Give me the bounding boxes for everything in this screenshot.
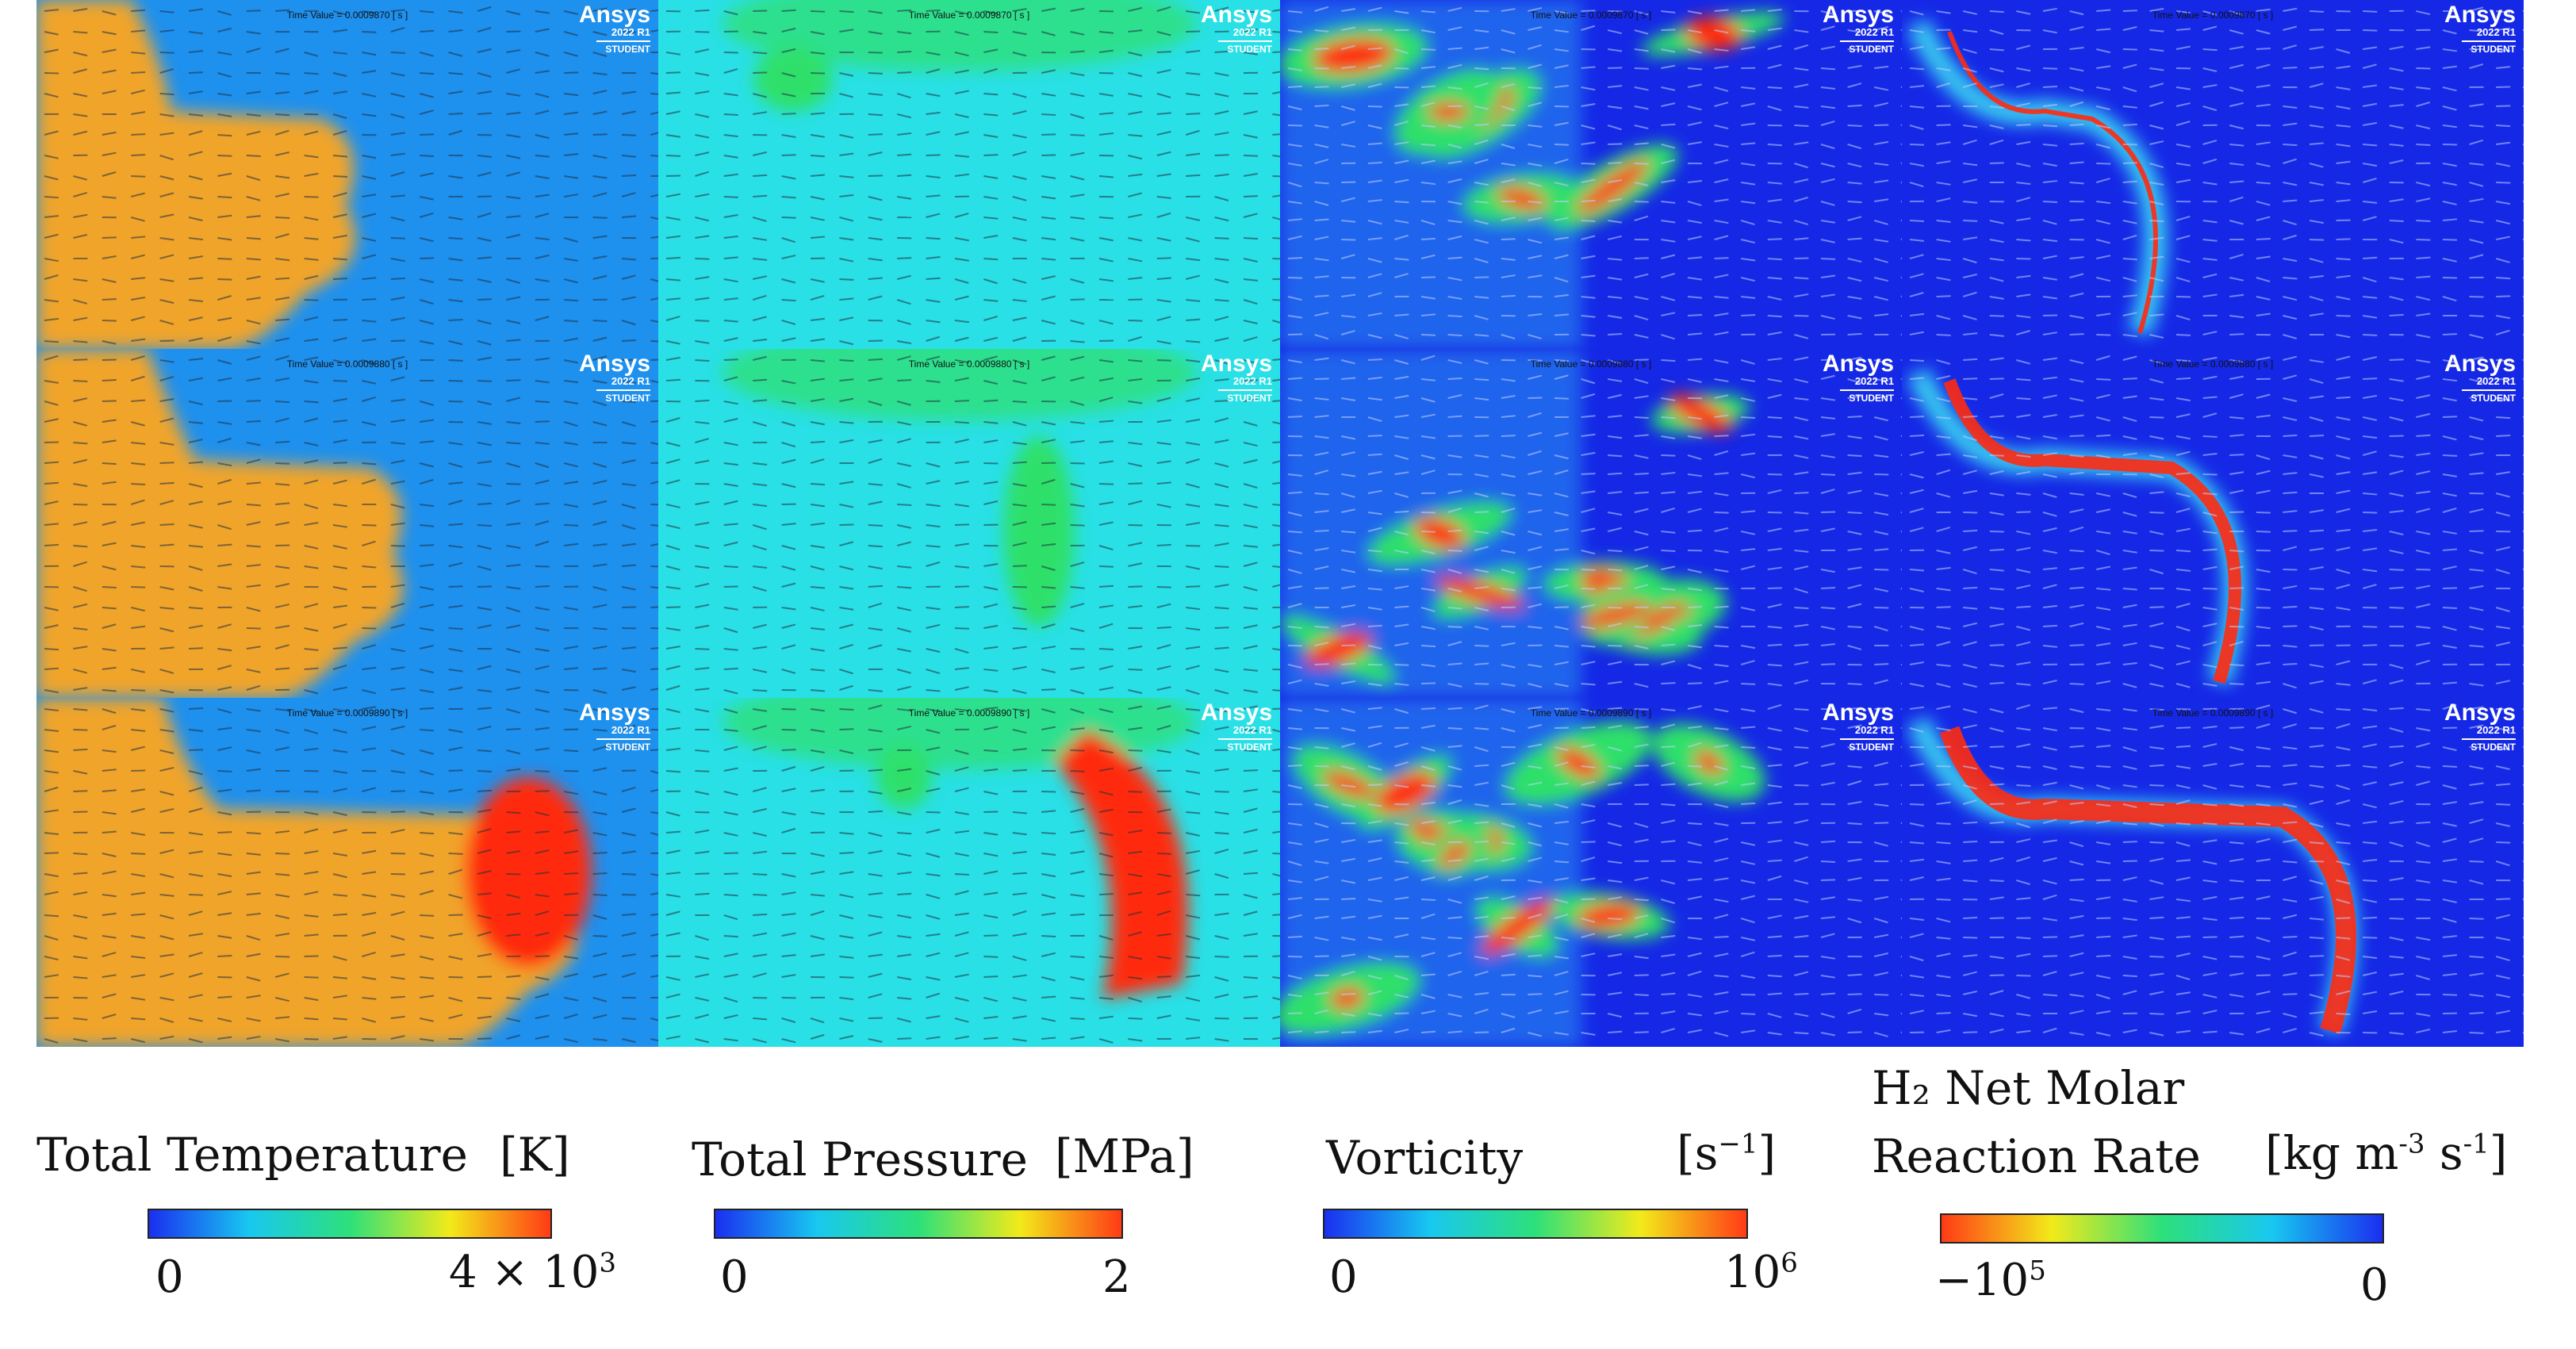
panel-total-temperature-t2: Time Value = 0.0009880 [ s ] Ansys 2022 R1…: [36, 349, 658, 698]
time-value-label: Time Value = 0.0009880 [ s ]: [1530, 358, 1652, 370]
time-value-label: Time Value = 0.0009880 [ s ]: [908, 358, 1030, 370]
colorbar-pressure: [714, 1209, 1123, 1239]
colorbar-h2-reaction-rate: [1940, 1213, 2384, 1244]
ansys-logo: Ansys 2022 R1 STUDENT: [1822, 2, 1894, 55]
panel-total-temperature-t1: Time Value = 0.0009870 [ s ] Ansys 2022 R1…: [36, 0, 658, 349]
ansys-logo: Ansys 2022 R1 STUDENT: [2444, 2, 2516, 55]
time-value-label: Time Value = 0.0009870 [ s ]: [908, 10, 1030, 21]
legend-title: Total Temperature: [36, 1128, 468, 1182]
panel-vorticity-t2: Time Value = 0.0009880 [ s ] Ansys 2022 R1…: [1280, 349, 1902, 698]
ansys-logo: Ansys 2022 R1 STUDENT: [1200, 699, 1272, 753]
panel-vorticity-t3: Time Value = 0.0009890 [ s ] Ansys 2022 R1…: [1280, 698, 1902, 1047]
ansys-logo: Ansys 2022 R1 STUDENT: [1200, 351, 1272, 404]
panel-total-pressure-t2: Time Value = 0.0009880 [ s ] Ansys 2022 R1…: [658, 349, 1280, 698]
time-value-label: Time Value = 0.0009890 [ s ]: [286, 707, 408, 719]
legend-title-line1: H₂ Net Molar: [1872, 1061, 2185, 1115]
legend-unit: [K]: [500, 1128, 570, 1182]
time-value-label: Time Value = 0.0009890 [ s ]: [1530, 707, 1652, 719]
colorbar-max-label: 0: [2360, 1259, 2389, 1311]
time-value-label: Time Value = 0.0009870 [ s ]: [1530, 10, 1652, 21]
colorbar-max-label: 106: [1724, 1247, 1798, 1298]
time-value-label: Time Value = 0.0009880 [ s ]: [286, 358, 408, 370]
time-value-label: Time Value = 0.0009890 [ s ]: [2152, 707, 2274, 719]
panel-vorticity-t1: Time Value = 0.0009870 [ s ] Ansys 2022 R1…: [1280, 0, 1902, 349]
legend-unit: [MPa]: [1055, 1129, 1194, 1183]
ansys-logo: Ansys 2022 R1 STUDENT: [2444, 351, 2516, 404]
ansys-logo: Ansys 2022 R1 STUDENT: [1200, 2, 1272, 55]
legend-unit: [s−1]: [1677, 1126, 1777, 1180]
time-value-label: Time Value = 0.0009880 [ s ]: [2152, 358, 2274, 370]
legend-unit: [kg m-3 s-1]: [2265, 1126, 2508, 1180]
colorbar-max-label: 2: [1102, 1251, 1131, 1303]
time-value-label: Time Value = 0.0009870 [ s ]: [286, 10, 408, 21]
colorbar-temperature: [148, 1209, 552, 1239]
ansys-logo: Ansys 2022 R1 STUDENT: [1822, 699, 1894, 753]
ansys-logo: Ansys 2022 R1 STUDENT: [2444, 699, 2516, 753]
colorbar-min-label: −105: [1935, 1255, 2046, 1306]
time-value-label: Time Value = 0.0009870 [ s ]: [2152, 10, 2274, 21]
simulation-panel-grid: Time Value = 0.0009870 [ s ] Ansys 2022 R1…: [36, 0, 2524, 1047]
panel-total-temperature-t3: Time Value = 0.0009890 [ s ] Ansys 2022 R1…: [36, 698, 658, 1047]
colorbar-min-label: 0: [720, 1251, 749, 1303]
legend-title-line2: Reaction Rate: [1872, 1129, 2201, 1183]
panel-h2-net-molar-reaction-rate-t3: Time Value = 0.0009890 [ s ] Ansys 2022 R1…: [1902, 698, 2524, 1047]
colorbar-min-label: 0: [155, 1251, 184, 1303]
colorbar-max-label: 4 × 103: [449, 1247, 617, 1298]
legend-title: Vorticity: [1326, 1131, 1524, 1185]
colorbar-min-label: 0: [1329, 1251, 1358, 1303]
ansys-logo: Ansys 2022 R1 STUDENT: [1822, 351, 1894, 404]
legend-title: Total Pressure: [692, 1132, 1028, 1186]
panel-h2-net-molar-reaction-rate-t1: Time Value = 0.0009870 [ s ] Ansys 2022 R1…: [1902, 0, 2524, 349]
ansys-logo: Ansys 2022 R1 STUDENT: [578, 351, 650, 404]
colorbar-vorticity: [1323, 1209, 1748, 1239]
panel-total-pressure-t3: Time Value = 0.0009890 [ s ] Ansys 2022 R1…: [658, 698, 1280, 1047]
panel-total-pressure-t1: Time Value = 0.0009870 [ s ] Ansys 2022 R1…: [658, 0, 1280, 349]
time-value-label: Time Value = 0.0009890 [ s ]: [908, 707, 1030, 719]
panel-h2-net-molar-reaction-rate-t2: Time Value = 0.0009880 [ s ] Ansys 2022 R1…: [1902, 349, 2524, 698]
ansys-logo: Ansys 2022 R1 STUDENT: [578, 2, 650, 55]
ansys-logo: Ansys 2022 R1 STUDENT: [578, 699, 650, 753]
